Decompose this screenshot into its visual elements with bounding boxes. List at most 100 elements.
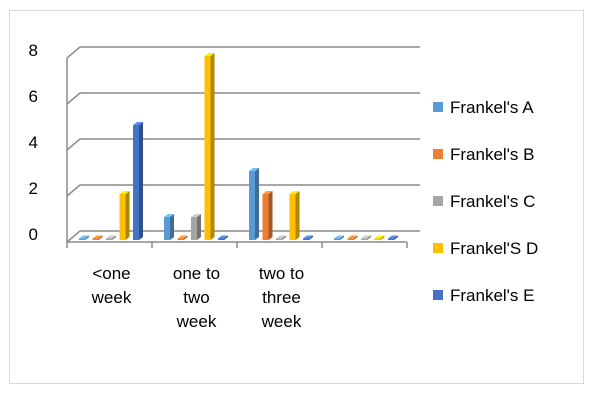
bar-side	[268, 191, 273, 240]
bar	[204, 53, 215, 240]
bar-top	[133, 122, 143, 125]
bar-side	[210, 53, 215, 240]
gridline	[66, 230, 420, 243]
bar-top	[119, 191, 130, 194]
gridlines	[66, 46, 420, 243]
bar-front	[79, 238, 85, 240]
bar	[79, 235, 89, 240]
bar-top	[361, 235, 371, 239]
bar-front	[204, 56, 211, 240]
bar	[334, 235, 344, 240]
bar-front	[303, 238, 309, 240]
bar-side	[282, 235, 286, 240]
bar-side	[139, 122, 143, 240]
bar-side	[98, 235, 103, 240]
bar	[119, 191, 130, 240]
x-category-label: week	[176, 312, 217, 331]
bar-top	[347, 235, 358, 239]
bar-front	[374, 238, 381, 240]
bar-side	[309, 235, 313, 240]
bar	[347, 235, 358, 240]
bar-front	[119, 194, 126, 240]
x-category-label: <one	[92, 264, 130, 283]
legend-label: Frankel'S D	[450, 239, 538, 258]
bar	[92, 235, 103, 240]
bar-top	[191, 214, 201, 217]
bar-side	[125, 191, 130, 240]
bar-front	[276, 238, 282, 240]
axes	[66, 58, 408, 248]
bar-top	[92, 235, 103, 239]
bar-front	[334, 238, 340, 240]
y-tick-label: 6	[29, 87, 38, 106]
bar-side	[367, 235, 371, 240]
bar-side	[340, 235, 344, 240]
bar-side	[394, 235, 398, 240]
bar-front	[106, 238, 112, 240]
x-category-label: week	[261, 312, 302, 331]
x-category-label: week	[91, 288, 132, 307]
gridline	[66, 184, 420, 197]
y-tick-label: 8	[29, 41, 38, 60]
bar	[164, 214, 174, 240]
bar-top	[262, 191, 273, 194]
bar-top	[303, 235, 313, 239]
legend-swatch	[433, 290, 443, 300]
bar	[191, 214, 201, 240]
bar-top	[276, 235, 286, 239]
chart: 0 2 4 6 8 <one week one to two week two to three wee…	[29, 41, 539, 331]
bar	[276, 235, 286, 240]
gridline	[66, 138, 420, 151]
bar-front	[347, 238, 354, 240]
bar	[218, 235, 228, 240]
legend-label: Frankel's A	[450, 98, 534, 117]
bar-top	[164, 214, 174, 217]
bar-front	[92, 238, 99, 240]
bar-front	[249, 171, 255, 240]
bar	[177, 235, 188, 240]
bar	[133, 122, 143, 240]
bar-front	[164, 217, 170, 240]
bar-front	[133, 125, 139, 240]
bar-top	[334, 235, 344, 239]
bar-side	[295, 191, 300, 240]
legend-label: Frankel's B	[450, 145, 535, 164]
bar-side	[112, 235, 116, 240]
bar-side	[380, 235, 385, 240]
legend-item: Frankel's E	[433, 286, 535, 305]
bar-side	[224, 235, 228, 240]
bar	[303, 235, 313, 240]
bar-side	[197, 214, 201, 240]
bar	[262, 191, 273, 240]
bar-top	[388, 235, 398, 239]
legend-item: Frankel's A	[433, 98, 534, 117]
y-tick-label: 2	[29, 179, 38, 198]
gridline	[66, 46, 420, 59]
bar	[374, 235, 385, 240]
bar-front	[218, 238, 224, 240]
bar-front	[262, 194, 269, 240]
x-category-label: two to	[259, 264, 304, 283]
legend-item: Frankel's C	[433, 192, 535, 211]
bar-top	[249, 168, 259, 171]
legend-swatch	[433, 149, 443, 159]
legend-swatch	[433, 102, 443, 112]
x-category-label: three	[262, 288, 301, 307]
legend-swatch	[433, 196, 443, 206]
bar-front	[177, 238, 184, 240]
gridline	[66, 92, 420, 105]
chart-frame: 0 2 4 6 8 <one week one to two week two to three wee…	[9, 10, 584, 384]
bar	[289, 191, 300, 240]
bar	[388, 235, 398, 240]
legend-item: Frankel's B	[433, 145, 535, 164]
bar-top	[79, 235, 89, 239]
bar-side	[183, 235, 188, 240]
bar-side	[170, 214, 174, 240]
bar-top	[204, 53, 215, 56]
legend-item: Frankel'S D	[433, 239, 538, 258]
x-category-label: two	[183, 288, 209, 307]
bar-side	[85, 235, 89, 240]
bar-top	[177, 235, 188, 239]
bar-top	[106, 235, 116, 239]
bar	[249, 168, 259, 240]
